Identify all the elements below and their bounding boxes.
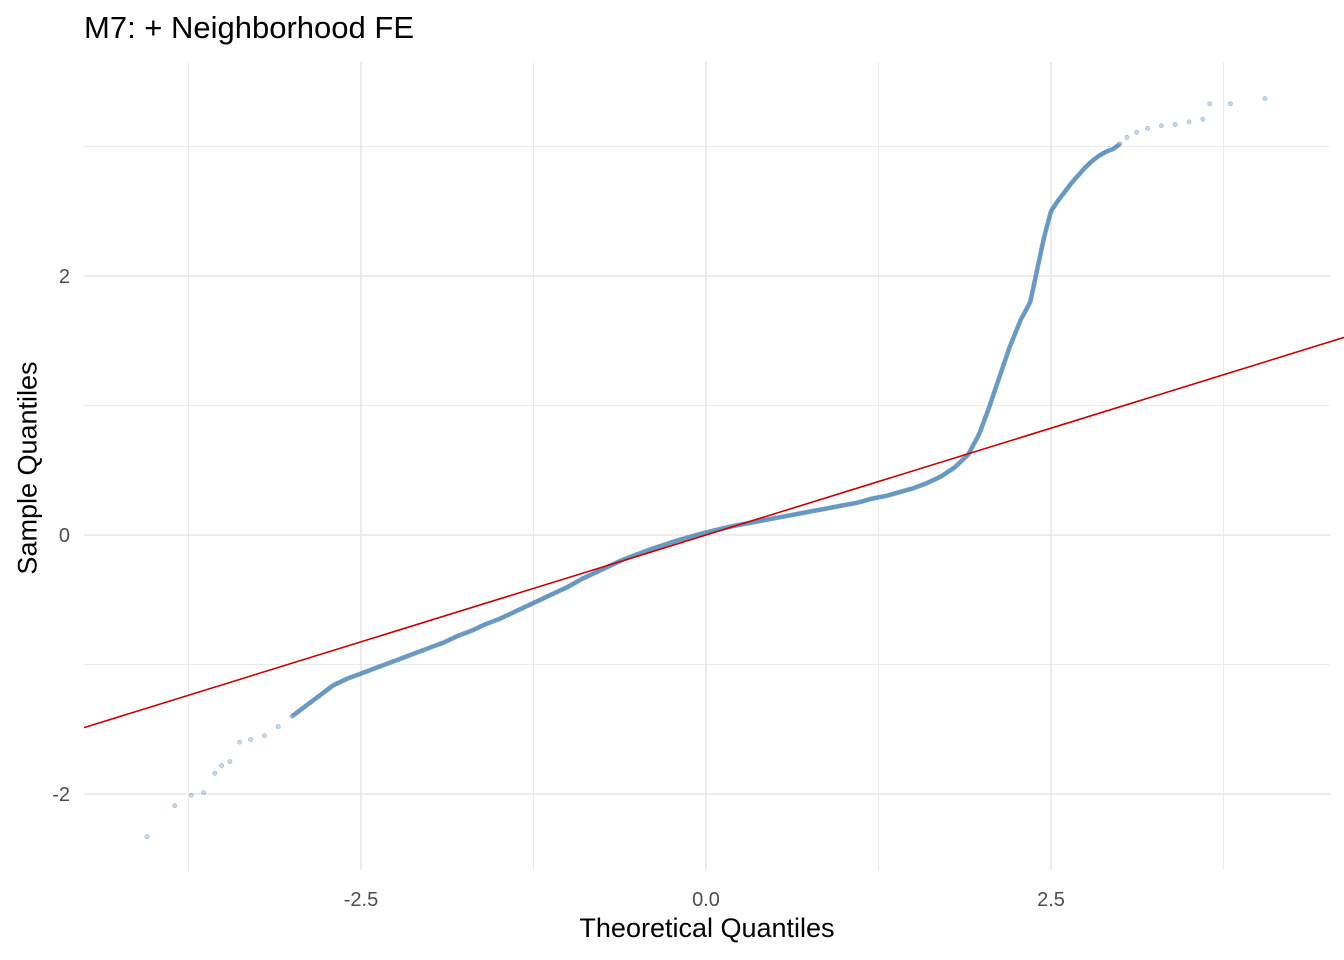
data-point <box>1200 116 1206 122</box>
y-tick-label: 2 <box>59 266 70 288</box>
data-point <box>1124 134 1130 140</box>
data-point <box>172 803 178 809</box>
data-point <box>212 770 218 776</box>
x-tick-label: -2.5 <box>344 889 378 911</box>
data-point <box>1134 129 1139 135</box>
data-point <box>275 724 281 730</box>
y-tick-label: -2 <box>52 784 70 806</box>
data-point <box>1159 123 1164 129</box>
data-point <box>1172 122 1178 127</box>
data-point <box>1207 101 1213 107</box>
data-point <box>261 733 267 739</box>
x-tick-label: 0.0 <box>692 889 720 911</box>
data-point <box>219 763 224 768</box>
data-point <box>1117 141 1123 147</box>
axis-tick-labels: -2.5 0.0 2.5 -2 0 2 <box>52 266 1065 911</box>
data-point <box>1145 125 1150 131</box>
data-point <box>1262 96 1268 101</box>
sample-points <box>144 96 1268 840</box>
y-tick-label: 0 <box>59 525 70 547</box>
data-point <box>1228 101 1233 107</box>
data-point <box>248 737 253 742</box>
data-point <box>227 759 233 764</box>
data-point <box>188 792 194 798</box>
data-point <box>144 834 150 840</box>
chart-title: M7: + Neighborhood FE <box>84 10 414 45</box>
x-axis-label: Theoretical Quantiles <box>579 913 835 943</box>
x-tick-label: 2.5 <box>1037 889 1065 911</box>
data-point <box>201 790 207 796</box>
data-point <box>1186 119 1192 125</box>
reference-line <box>83 336 1344 729</box>
reference-line-group <box>83 336 1344 729</box>
grid-lines <box>84 62 1330 870</box>
data-point <box>237 739 242 745</box>
y-axis-label: Sample Quantiles <box>12 361 43 575</box>
